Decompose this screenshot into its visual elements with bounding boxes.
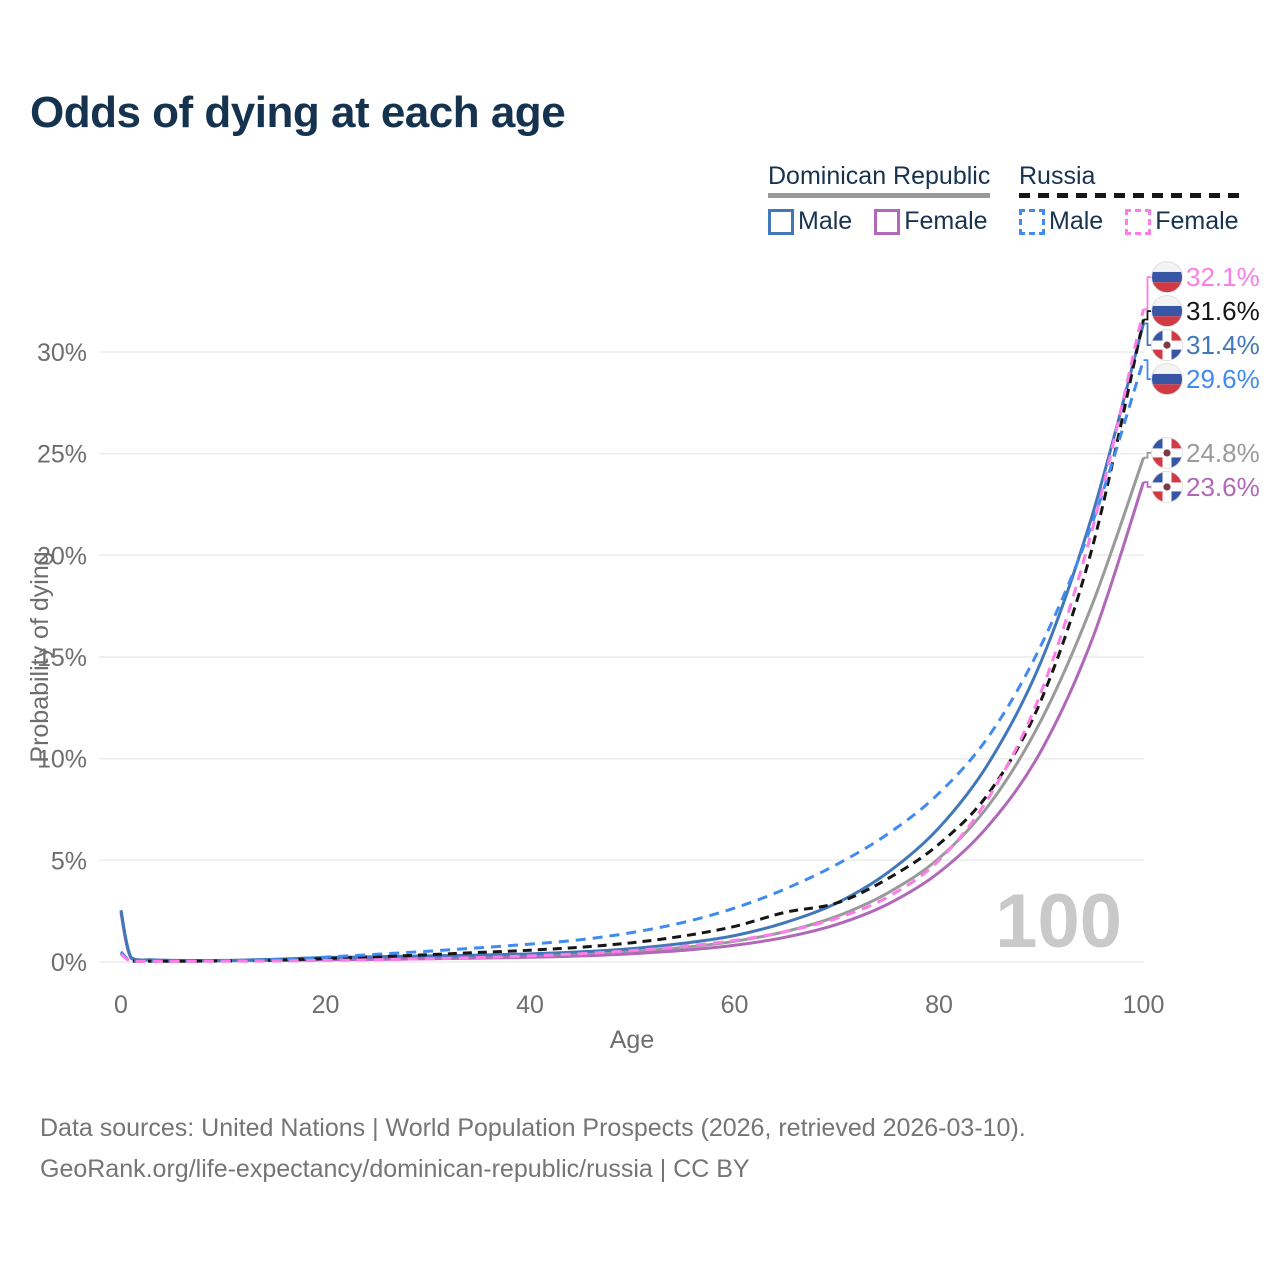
x-tick-label-40: 40: [516, 991, 544, 1019]
end-value-label-ru_avg: 31.6%: [1186, 296, 1260, 326]
y-tick-label-20: 20%: [37, 542, 87, 570]
end-value-label-dr_avg: 24.8%: [1186, 438, 1260, 468]
rect: [1151, 305, 1183, 317]
flag-icon-russia: [1151, 363, 1183, 396]
rect: [1171, 329, 1183, 341]
y-tick-label-5: 5%: [51, 847, 87, 875]
rect: [1151, 491, 1163, 503]
leader-line-ru_male: [1143, 359, 1151, 380]
end-value-label-dr_female: 23.6%: [1186, 472, 1260, 502]
y-tick-label-25: 25%: [37, 441, 87, 469]
legend-country-russia[interactable]: Russia: [1019, 162, 1096, 190]
g: [1151, 363, 1183, 395]
x-tick-label-20: 20: [312, 991, 340, 1019]
circle: [1151, 436, 1183, 469]
rect: [1151, 437, 1163, 449]
legend-label-dr-female[interactable]: Female: [904, 207, 988, 235]
rect: [1151, 261, 1183, 272]
flag-icon-russia: [1151, 261, 1183, 294]
rect: [1151, 329, 1163, 341]
rect: [1151, 373, 1183, 385]
series-line-ru_avg: [119, 319, 1145, 963]
circle: [1163, 341, 1171, 349]
rect: [1151, 349, 1163, 361]
legend-label-dr-male[interactable]: Male: [798, 207, 853, 235]
circle: [1151, 329, 1183, 362]
rect: [1151, 271, 1183, 283]
g: [1151, 329, 1183, 361]
flag-icon-dominican-republic: [1151, 470, 1183, 503]
circle: [1163, 449, 1171, 457]
series-line-dr_female: [119, 481, 1145, 963]
footer-attribution-link[interactable]: GeoRank.org/life-expectancy/dominican-re…: [40, 1155, 750, 1183]
page-title: Odds of dying at each age: [30, 88, 566, 137]
x-tick-label-0: 0: [114, 991, 128, 1019]
x-tick-label-80: 80: [925, 991, 953, 1019]
circle: [1151, 261, 1183, 294]
footer-data-sources: Data sources: United Nations | World Pop…: [40, 1114, 1026, 1142]
end-value-label-ru_male: 29.6%: [1186, 364, 1260, 394]
legend-linestyle-dashed: [1019, 193, 1239, 198]
y-tick-label-30: 30%: [37, 339, 87, 367]
end-value-label-dr_male: 31.4%: [1186, 330, 1260, 360]
rect: [1151, 384, 1183, 395]
leader-line-dr_female: [1143, 481, 1151, 488]
flag-icon-russia: [1151, 295, 1183, 328]
axis-tick-labels: 0% 5% 10% 15% 20% 25% 30% 0 20 40 60 80 100: [37, 339, 1164, 1019]
rect: [1171, 491, 1183, 503]
legend-swatch-dr-male[interactable]: [768, 208, 794, 235]
rect: [1151, 295, 1183, 306]
leader-line-ru_avg: [1143, 310, 1151, 321]
rect: [1151, 363, 1183, 374]
rect: [1171, 437, 1183, 449]
x-tick-label-100: 100: [1123, 991, 1165, 1019]
end-label-leader-lines: [1143, 276, 1151, 488]
rect: [1151, 316, 1183, 327]
legend-swatch-dr-female[interactable]: [874, 208, 901, 235]
series-line-ru_male: [119, 359, 1145, 963]
legend-group-russia: Russia Male Female: [1019, 163, 1239, 236]
rect: [1171, 471, 1183, 483]
circle: [1151, 363, 1183, 396]
legend-label-russia-male[interactable]: Male: [1049, 207, 1104, 235]
leader-line-dr_male: [1143, 322, 1151, 346]
legend-label-russia-female[interactable]: Female: [1155, 207, 1239, 235]
circle: [1151, 295, 1183, 328]
series-line-ru_female: [120, 308, 1145, 963]
series-line-dr_male: [119, 323, 1145, 963]
legend-swatch-russia-male[interactable]: [1019, 208, 1045, 235]
g: [1151, 471, 1183, 503]
flag-icon-dominican-republic: [1151, 436, 1183, 469]
legend-swatch-russia-female[interactable]: [1125, 208, 1152, 235]
y-tick-label-10: 10%: [37, 746, 87, 774]
y-axis-title: Probability of dying: [26, 551, 54, 762]
hover-age-watermark: 100: [995, 879, 1122, 964]
rect: [1151, 457, 1163, 469]
g: [1151, 261, 1183, 293]
rect: [1171, 457, 1183, 469]
g: [1151, 295, 1183, 327]
y-tick-label-0: 0%: [51, 949, 87, 977]
g: [1151, 437, 1183, 469]
flag-icon-dominican-republic: [1151, 329, 1183, 362]
footer: Data sources: United Nations | World Pop…: [40, 1108, 1026, 1190]
circle: [1151, 470, 1183, 503]
gridlines: [99, 351, 1144, 963]
series-line-dr_avg: [119, 457, 1145, 963]
end-value-label-ru_female: 32.1%: [1186, 262, 1260, 292]
circle: [1163, 483, 1171, 491]
x-tick-label-60: 60: [721, 991, 749, 1019]
rect: [1151, 282, 1183, 293]
rect: [1171, 349, 1183, 361]
x-axis-title: Age: [610, 1026, 654, 1054]
legend-linestyle-solid: [768, 193, 991, 198]
leader-line-ru_female: [1143, 276, 1151, 311]
legend-country-dominican-republic[interactable]: Dominican Republic: [768, 162, 991, 190]
legend-group-dominican-republic: Dominican Republic Male Female: [768, 162, 991, 236]
leader-line-dr_avg: [1143, 452, 1151, 459]
rect: [1151, 471, 1163, 483]
y-tick-label-15: 15%: [37, 644, 87, 672]
